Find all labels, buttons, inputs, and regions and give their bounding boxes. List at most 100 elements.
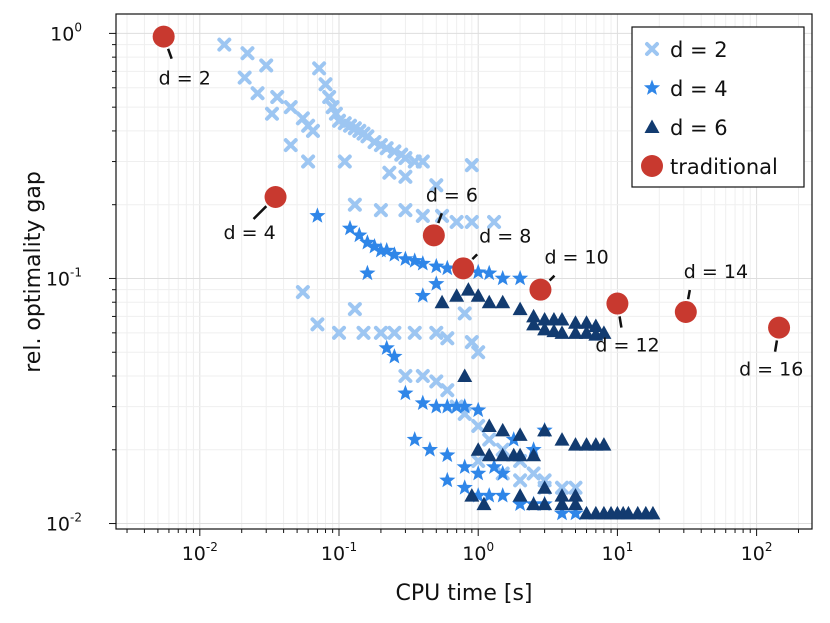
data-point [588, 318, 604, 332]
data-point [512, 488, 528, 502]
traditional-point [452, 257, 475, 280]
data-point [415, 368, 430, 383]
data-point [495, 422, 511, 437]
x-tick-label: 10-1 [321, 540, 357, 565]
data-point [481, 487, 498, 503]
data-point [471, 345, 486, 360]
traditional-point [768, 316, 791, 339]
data-point [568, 437, 584, 451]
data-point [318, 77, 333, 92]
data-point [495, 294, 511, 309]
data-point [322, 90, 337, 105]
data-point [332, 325, 347, 340]
data-point [237, 70, 252, 85]
data-point [456, 458, 473, 474]
y-axis-label: rel. optimality gap [21, 171, 46, 373]
annotations: d = 2d = 4d = 6d = 8d = 10d = 12d = 14d … [159, 48, 803, 381]
data-point [428, 257, 445, 274]
data-point [537, 496, 553, 511]
data-point [554, 312, 570, 326]
data-point [495, 447, 511, 462]
annotation-label: d = 8 [479, 225, 531, 247]
data-point [481, 264, 498, 281]
data-point [359, 234, 376, 250]
data-point [494, 465, 511, 481]
data-point [439, 471, 456, 488]
data-point [259, 58, 274, 73]
data-point [429, 374, 444, 389]
data-point [387, 325, 402, 340]
x-axis-label: CPU time [s] [395, 581, 532, 606]
annotation-label: d = 2 [159, 68, 211, 90]
data-point [568, 488, 584, 502]
annotation-label: d = 16 [739, 359, 803, 381]
data-point [464, 488, 480, 502]
data-point [449, 288, 465, 302]
data-point [295, 285, 310, 300]
data-point [596, 437, 612, 451]
series-d-2 [217, 37, 583, 495]
data-point [283, 138, 298, 153]
data-point [567, 504, 584, 521]
y-tick-label: 10-2 [46, 511, 82, 536]
series-d-6 [434, 282, 661, 520]
x-tick-label: 102 [741, 540, 773, 565]
data-point [513, 473, 528, 488]
data-points [152, 25, 791, 521]
legend-marker-star [643, 79, 661, 95]
data-point [568, 325, 584, 339]
data-point [347, 197, 362, 212]
data-point [270, 90, 285, 105]
data-point [481, 294, 497, 309]
data-point [645, 505, 661, 520]
y-tick-label: 100 [50, 20, 82, 45]
data-point [470, 442, 486, 456]
data-point [398, 368, 413, 383]
annotation-leader [618, 316, 623, 328]
annotation-leader [548, 274, 556, 282]
data-point [457, 306, 472, 321]
data-point [407, 325, 422, 340]
data-point [347, 302, 362, 317]
data-point [470, 401, 487, 418]
data-point [439, 259, 456, 276]
data-point [460, 282, 476, 296]
data-point [386, 246, 403, 262]
data-point [494, 270, 511, 286]
data-point [373, 325, 388, 340]
data-point [283, 100, 298, 115]
data-point [554, 432, 570, 446]
data-point [217, 37, 232, 52]
data-point [553, 504, 571, 521]
data-point [414, 255, 431, 271]
data-point [398, 151, 413, 166]
annotation-leader [166, 48, 173, 60]
legend-marker-circle [641, 155, 663, 177]
data-point [512, 270, 529, 286]
x-tick-label: 100 [462, 540, 494, 565]
annotation-leader [252, 205, 268, 220]
data-point [470, 263, 487, 280]
data-point [464, 158, 479, 173]
data-point [382, 165, 397, 180]
data-point [421, 441, 438, 457]
data-point [554, 496, 570, 511]
data-point [305, 123, 320, 138]
data-point [568, 480, 583, 495]
data-point [378, 242, 395, 258]
data-point [448, 398, 465, 414]
data-point [456, 479, 473, 495]
data-point [555, 480, 570, 495]
data-point [470, 465, 487, 481]
data-point [378, 339, 395, 355]
data-point [470, 487, 487, 503]
data-point [471, 419, 486, 434]
data-point [512, 301, 528, 316]
data-point [537, 422, 553, 437]
data-point [264, 106, 279, 121]
data-point [457, 368, 473, 382]
annotation-label: d = 14 [684, 261, 748, 283]
data-point [481, 418, 497, 433]
data-point [471, 453, 486, 468]
